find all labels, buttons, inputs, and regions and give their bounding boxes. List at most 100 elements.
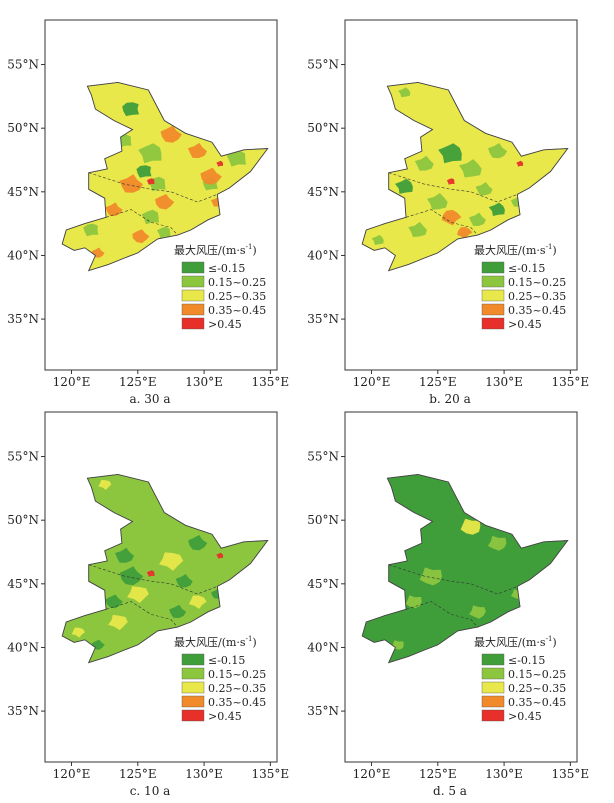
legend-label: 0.25~0.35 (208, 682, 266, 695)
lon-tick-label: 120°E (353, 767, 391, 781)
legend-swatch (181, 667, 205, 680)
legend-swatch (481, 653, 505, 666)
legend-label: 0.25~0.35 (508, 682, 566, 695)
legend-swatch (181, 303, 205, 316)
legend-label: >0.45 (508, 710, 542, 723)
legend-label: 0.15~0.25 (508, 276, 566, 289)
province-border (388, 564, 518, 595)
legend-swatch (181, 275, 205, 288)
map-panel-a: 55°N 50°N 45°N 40°N 35°N 120°E 125°E 130°E 135°E… (0, 0, 300, 406)
legend-swatch (181, 653, 205, 666)
lat-tick-label: 55°N (307, 450, 339, 464)
legend-label: ≤-0.15 (508, 262, 545, 275)
lat-tick-label: 45°N (7, 185, 39, 199)
lat-tick-label: 40°N (7, 640, 39, 654)
lat-tick-label: 35°N (307, 312, 339, 326)
region-outline (61, 81, 269, 272)
province-border (405, 601, 478, 628)
lat-tick-label: 50°N (7, 513, 39, 527)
lon-tick-label: 130°E (185, 767, 223, 781)
lon-tick-label: 120°E (53, 375, 91, 389)
lat-tick-label: 35°N (307, 704, 339, 718)
region-outline (61, 473, 269, 664)
legend-label: >0.45 (208, 710, 242, 723)
map-panel-b: 55°N 50°N 45°N 40°N 35°N 120°E 125°E 130°E 135°E… (300, 0, 600, 406)
legend-label: >0.45 (208, 318, 242, 331)
lon-tick-label: 125°E (119, 375, 157, 389)
legend-swatch (481, 667, 505, 680)
lat-tick-label: 50°N (7, 121, 39, 135)
lon-tick-label: 125°E (419, 375, 457, 389)
lon-tick-label: 135°E (252, 767, 290, 781)
lat-tick-label: 35°N (7, 704, 39, 718)
legend-swatch (181, 709, 205, 722)
legend-label: ≤-0.15 (208, 262, 245, 275)
legend-label: 0.15~0.25 (508, 668, 566, 681)
map-svg-d: 55°N 50°N 45°N 40°N 35°N 120°E 125°E 130°E 135°E… (307, 411, 590, 781)
lat-tick-label: 40°N (7, 248, 39, 262)
legend-title: 最大风压/(m·s-1) (474, 635, 557, 649)
legend-label: >0.45 (508, 318, 542, 331)
lon-tick-label: 120°E (353, 375, 391, 389)
province-border (105, 601, 178, 628)
lat-tick-label: 45°N (307, 185, 339, 199)
legend-swatch (481, 681, 505, 694)
legend-label: 0.35~0.45 (508, 304, 566, 317)
lat-tick-label: 35°N (7, 312, 39, 326)
lon-tick-label: 130°E (185, 375, 223, 389)
lat-tick-label: 40°N (307, 248, 339, 262)
lat-tick-label: 45°N (307, 577, 339, 591)
lat-tick-label: 55°N (307, 58, 339, 72)
legend-label: 0.15~0.25 (208, 668, 266, 681)
legend-swatch (481, 261, 505, 274)
lon-tick-label: 125°E (419, 767, 457, 781)
province-border (88, 172, 218, 203)
map-svg-b: 55°N 50°N 45°N 40°N 35°N 120°E 125°E 130°E 135°E… (307, 19, 590, 389)
legend-swatch (181, 695, 205, 708)
class-patches (371, 479, 549, 650)
legend-swatch (481, 317, 505, 330)
legend-label: 0.15~0.25 (208, 276, 266, 289)
panel-caption-d: d. 5 a (433, 784, 467, 798)
lat-tick-label: 45°N (7, 577, 39, 591)
lon-tick-label: 135°E (552, 375, 590, 389)
lon-tick-label: 135°E (252, 375, 290, 389)
legend-title: 最大风压/(m·s-1) (174, 243, 257, 257)
legend-label: 0.35~0.45 (508, 696, 566, 709)
legend-title: 最大风压/(m·s-1) (174, 635, 257, 649)
region-outline (361, 473, 569, 664)
legend-swatch (181, 289, 205, 302)
legend-swatch (481, 709, 505, 722)
panel-caption-a: a. 30 a (129, 392, 171, 406)
province-border (405, 209, 478, 236)
legend-label: 0.25~0.35 (208, 290, 266, 303)
legend-swatch (181, 261, 205, 274)
lon-tick-label: 130°E (485, 767, 523, 781)
lat-tick-label: 50°N (307, 121, 339, 135)
legend-title: 最大风压/(m·s-1) (474, 243, 557, 257)
map-panel-d: 55°N 50°N 45°N 40°N 35°N 120°E 125°E 130°E 135°E… (300, 392, 600, 798)
lat-tick-label: 55°N (7, 58, 39, 72)
province-border (88, 564, 218, 595)
panel-caption-b: b. 20 a (429, 392, 471, 406)
lat-tick-label: 40°N (307, 640, 339, 654)
map-svg-c: 55°N 50°N 45°N 40°N 35°N 120°E 125°E 130°E 135°E… (7, 411, 290, 781)
lon-tick-label: 135°E (552, 767, 590, 781)
class-patches (371, 87, 549, 258)
legend-label: 0.25~0.35 (508, 290, 566, 303)
map-panel-c: 55°N 50°N 45°N 40°N 35°N 120°E 125°E 130°E 135°E… (0, 392, 300, 798)
legend-label: ≤-0.15 (508, 654, 545, 667)
lon-tick-label: 120°E (53, 767, 91, 781)
legend-swatch (481, 303, 505, 316)
region-outline (361, 81, 569, 272)
map-svg-a: 55°N 50°N 45°N 40°N 35°N 120°E 125°E 130°E 135°E… (7, 19, 290, 389)
panel-caption-c: c. 10 a (129, 784, 171, 798)
legend-swatch (181, 681, 205, 694)
legend-swatch (481, 275, 505, 288)
legend-swatch (181, 317, 205, 330)
lon-tick-label: 125°E (119, 767, 157, 781)
province-border (105, 209, 178, 236)
legend-label: ≤-0.15 (208, 654, 245, 667)
legend-label: 0.35~0.45 (208, 304, 266, 317)
legend-swatch (481, 289, 505, 302)
